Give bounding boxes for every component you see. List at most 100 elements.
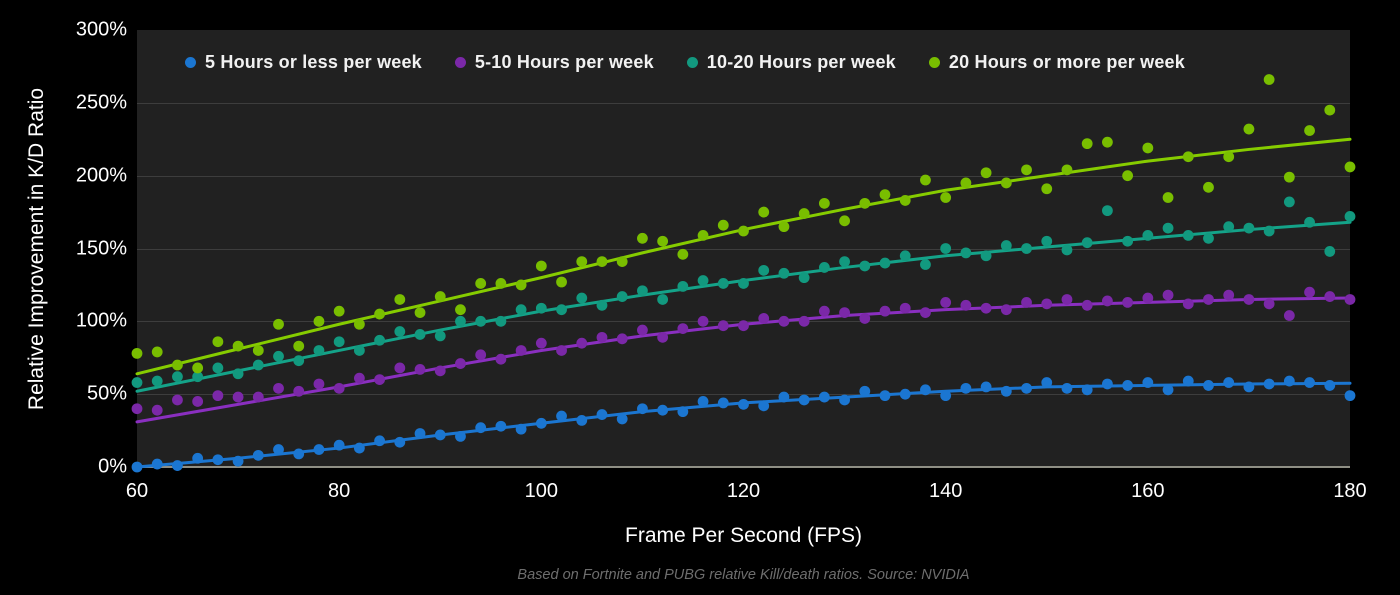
data-point — [1203, 380, 1214, 391]
data-point — [293, 355, 305, 367]
data-point — [414, 364, 426, 375]
legend-label: 10-20 Hours per week — [706, 52, 896, 72]
data-point — [1000, 385, 1012, 397]
data-point — [475, 349, 487, 361]
data-point — [576, 337, 588, 349]
data-point — [879, 305, 891, 317]
legend-dot-icon — [185, 57, 196, 68]
data-point — [798, 315, 810, 327]
data-point — [677, 280, 689, 292]
trend-line — [135, 137, 1352, 376]
data-point — [899, 302, 911, 314]
trend-line — [135, 220, 1352, 393]
data-point — [859, 197, 871, 209]
data-point — [434, 330, 446, 342]
data-point — [940, 296, 952, 308]
data-point — [475, 278, 487, 289]
data-point — [738, 320, 749, 332]
data-point — [657, 235, 669, 247]
data-point — [798, 394, 810, 406]
data-point — [374, 374, 385, 385]
data-point — [414, 428, 426, 439]
data-point — [212, 390, 224, 402]
data-point — [353, 372, 365, 384]
data-point — [414, 329, 426, 340]
data-point — [1061, 294, 1073, 305]
data-point — [535, 337, 547, 349]
data-point — [1000, 177, 1012, 189]
data-point — [455, 431, 466, 442]
data-point — [1021, 243, 1032, 254]
data-point — [1304, 125, 1315, 136]
data-point — [1041, 298, 1053, 310]
data-point — [1263, 298, 1275, 310]
gridline — [137, 102, 1350, 104]
data-point — [899, 250, 911, 262]
data-point — [394, 294, 406, 305]
data-point — [172, 394, 183, 406]
data-point — [1344, 211, 1356, 222]
data-point — [1162, 289, 1174, 301]
chart-canvas — [131, 74, 1356, 473]
data-point — [1304, 377, 1315, 388]
data-point — [1243, 294, 1255, 305]
legend: 5 Hours or less per week 5-10 Hours per w… — [185, 52, 1185, 73]
data-point — [232, 391, 244, 403]
data-point — [960, 247, 972, 259]
data-point — [293, 448, 305, 460]
legend-label: 5 Hours or less per week — [205, 52, 422, 72]
data-point — [697, 229, 709, 241]
data-point — [1041, 183, 1053, 195]
data-point — [637, 403, 648, 415]
data-point — [758, 400, 770, 412]
data-point — [172, 371, 183, 383]
data-point — [252, 345, 264, 356]
y-tick-label: 250% — [75, 91, 127, 114]
data-point — [1243, 123, 1255, 135]
data-point — [293, 340, 305, 352]
data-point — [576, 414, 588, 426]
data-point — [252, 449, 264, 461]
data-point — [920, 174, 931, 186]
x-tick-label: 180 — [1333, 480, 1367, 502]
data-point — [778, 315, 790, 327]
data-point — [899, 388, 911, 400]
data-point — [1223, 221, 1235, 233]
data-point — [192, 371, 204, 383]
data-point — [818, 305, 830, 317]
data-point — [1344, 390, 1356, 402]
data-point — [1324, 291, 1336, 302]
data-point — [495, 420, 507, 432]
data-point — [1263, 74, 1275, 85]
data-point — [556, 304, 567, 316]
data-point — [131, 377, 143, 388]
data-point — [798, 272, 810, 284]
data-point — [333, 305, 345, 317]
data-point — [960, 382, 972, 394]
data-point — [1081, 138, 1093, 150]
data-point — [1223, 151, 1235, 163]
data-point — [697, 396, 709, 407]
x-axis-line — [137, 466, 1350, 468]
data-point — [1283, 375, 1295, 387]
x-tick-label: 60 — [125, 480, 149, 502]
data-point — [1000, 304, 1012, 316]
data-point — [374, 334, 385, 346]
legend-dot-icon — [454, 57, 466, 68]
data-point — [758, 206, 770, 218]
data-point — [1344, 161, 1356, 173]
data-point — [515, 345, 527, 356]
data-point — [717, 219, 729, 231]
data-point — [1122, 296, 1134, 308]
data-point — [818, 391, 830, 403]
legend-item: 5-10 Hours per week — [454, 52, 654, 73]
data-point — [717, 397, 729, 409]
data-point — [1162, 384, 1174, 396]
data-point — [717, 278, 729, 289]
data-point — [1081, 299, 1093, 311]
y-tick-label: 200% — [75, 164, 127, 187]
data-point — [1162, 222, 1174, 234]
data-point — [1182, 151, 1194, 163]
data-point — [839, 215, 850, 227]
data-point — [677, 323, 689, 335]
